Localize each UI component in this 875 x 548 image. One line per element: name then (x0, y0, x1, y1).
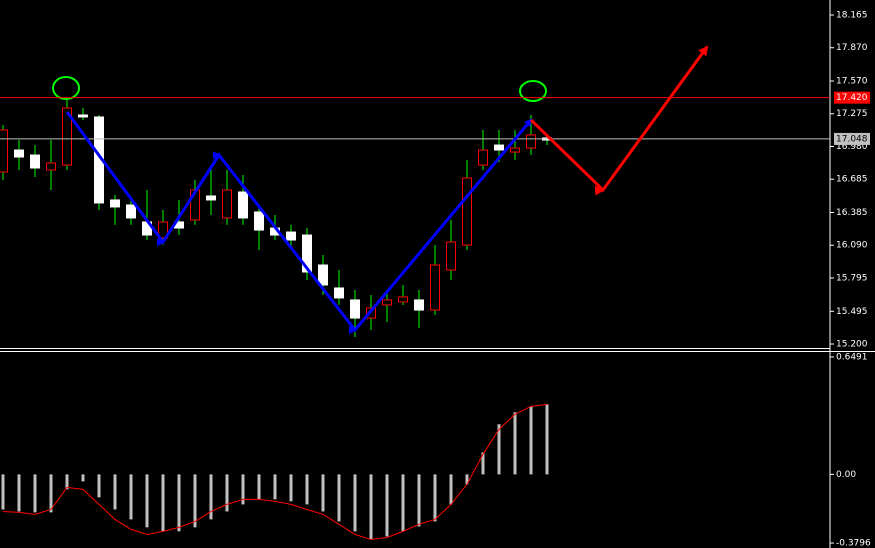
candle-body (382, 299, 392, 306)
zigzag-line (65, 111, 533, 334)
y-tick-label: 0.00 (836, 470, 856, 480)
histogram-bar (81, 474, 85, 482)
candle-body (78, 114, 88, 118)
candle-body (62, 107, 72, 166)
signal-line (2, 403, 548, 541)
histogram-bar (33, 474, 37, 513)
y-tick-label: 16.980 (836, 142, 868, 152)
price-level-box (834, 91, 870, 104)
histogram-bar (321, 474, 325, 512)
y-tick-label: 15.795 (836, 273, 868, 283)
histogram-bar (209, 474, 213, 520)
candle-body (254, 211, 264, 231)
zigzag-line (529, 45, 709, 196)
candle-body (446, 241, 456, 271)
y-tick-label: 15.200 (836, 340, 868, 350)
y-tick-label: 17.275 (836, 109, 868, 119)
price-level-box (834, 132, 870, 145)
y-tick-label: 17.570 (836, 77, 868, 87)
histogram-bar (465, 474, 469, 485)
candle-body (318, 264, 328, 286)
candle-body (286, 231, 296, 241)
histogram-bar (17, 474, 21, 512)
histogram-bar (129, 474, 133, 520)
candle-body (126, 204, 136, 219)
histogram-bar (369, 474, 373, 540)
y-tick-label: 16.385 (836, 208, 868, 218)
histogram-bar (481, 452, 485, 475)
histogram-bar (225, 474, 229, 512)
histogram-bar (513, 412, 517, 475)
histogram-bar (385, 474, 389, 537)
histogram-bar (529, 406, 533, 475)
price-level-label: 17.420 (836, 93, 868, 103)
candle-body (510, 147, 520, 153)
candle-body (462, 177, 472, 246)
histogram-bar (449, 474, 453, 505)
candle-body (478, 149, 488, 166)
candle-body (206, 195, 216, 201)
histogram-bar (49, 474, 53, 513)
candle-body (526, 134, 536, 149)
candle-body (414, 299, 424, 311)
candle-body (334, 287, 344, 299)
histogram-bar (417, 474, 421, 527)
candle-body (14, 149, 24, 158)
y-tick-label: 16.685 (836, 175, 868, 185)
histogram-bar (177, 474, 181, 532)
histogram-bar (97, 474, 101, 498)
peak-circle (519, 80, 547, 102)
histogram-bar (353, 474, 357, 532)
histogram-bar (241, 474, 245, 505)
peak-circle (52, 76, 80, 100)
histogram-bar (65, 474, 69, 490)
histogram-bar (1, 474, 5, 510)
y-tick-label: -0.3796 (836, 539, 871, 548)
y-tick-label: 18.165 (836, 10, 868, 20)
candle-body (430, 264, 440, 311)
histogram-bar (289, 474, 293, 502)
histogram-bar (305, 474, 309, 505)
candle-body (30, 154, 40, 169)
y-tick-label: 15.495 (836, 307, 868, 317)
histogram-bar (257, 474, 261, 500)
candle-body (110, 199, 120, 208)
histogram-bar (273, 474, 277, 500)
price-level-label: 17.048 (836, 134, 868, 144)
candle-body (494, 144, 504, 151)
histogram-bar (433, 474, 437, 522)
histogram-bar (337, 474, 341, 522)
histogram-bar (545, 404, 549, 475)
histogram-bar (113, 474, 117, 510)
histogram-bar (193, 474, 197, 528)
candle-body (350, 299, 360, 319)
candle-body (238, 191, 248, 219)
histogram-bar (145, 474, 149, 528)
y-tick-label: 16.090 (836, 241, 868, 251)
y-tick-label: 17.870 (836, 43, 868, 53)
histogram-bar (161, 474, 165, 532)
y-tick-label: 0.6491 (836, 352, 868, 362)
histogram-bar (497, 424, 501, 475)
candle-body (398, 296, 408, 303)
histogram-bar (401, 474, 405, 532)
candle-body (222, 189, 232, 219)
candle-body (46, 162, 56, 171)
candle-body (0, 129, 8, 173)
